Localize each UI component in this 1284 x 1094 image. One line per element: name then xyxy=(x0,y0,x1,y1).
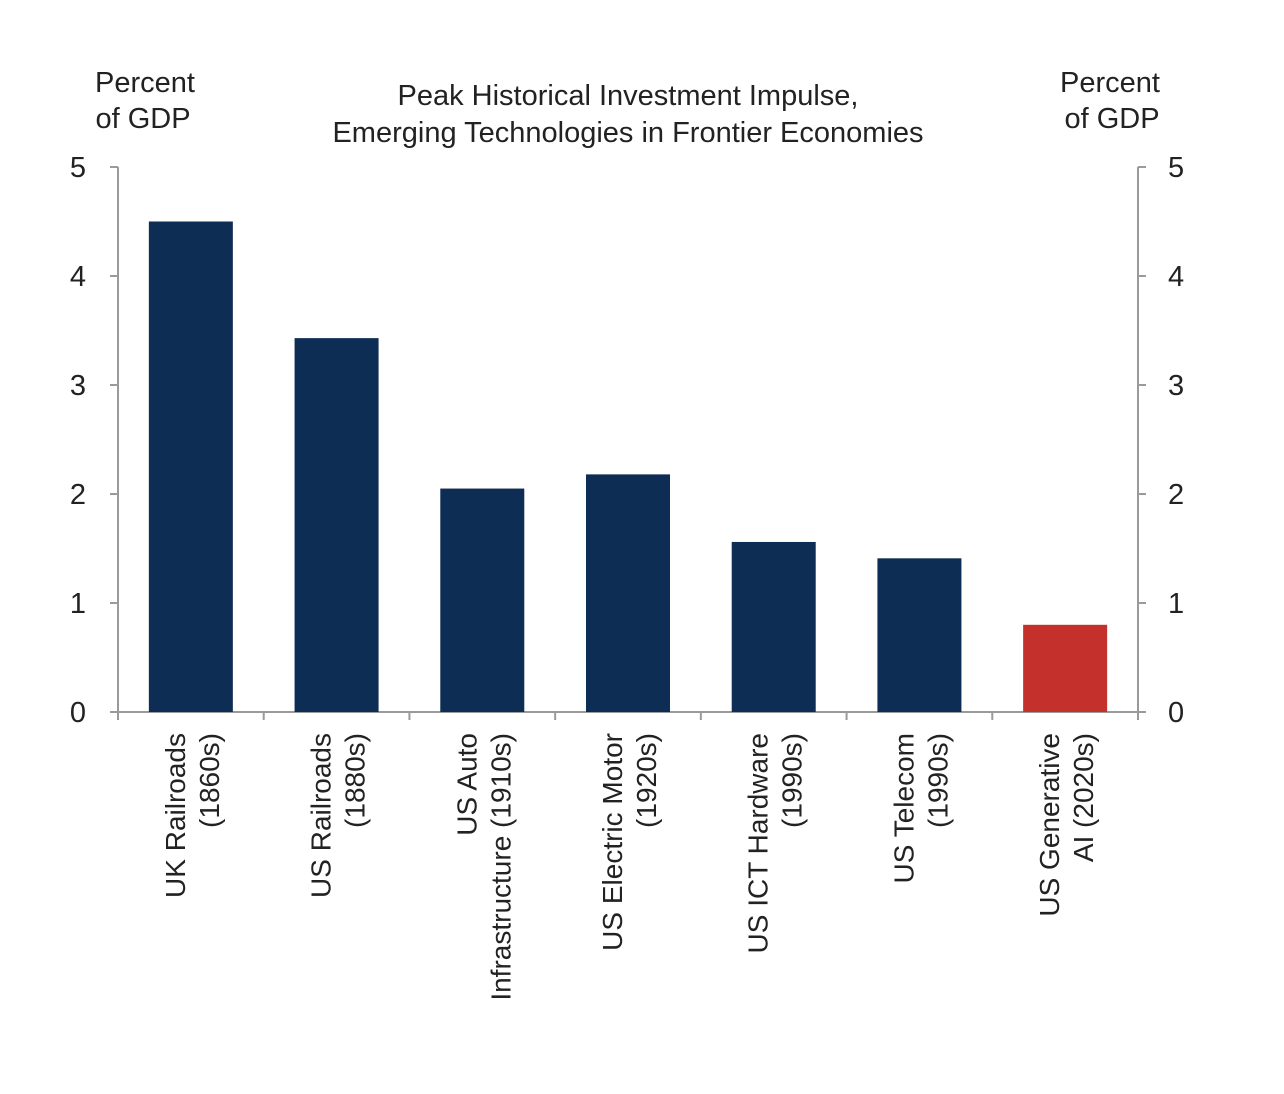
category-label-line: US ICT Hardware xyxy=(743,733,774,953)
right-axis-title: Percent of GDP xyxy=(1060,67,1160,135)
category-label-line: Infrastructure (1910s) xyxy=(485,733,516,1001)
category-label-line: US Railroads xyxy=(306,733,337,898)
category-label: US Auto Infrastructure (1910s) xyxy=(451,733,516,1001)
bar xyxy=(731,541,816,712)
right-tick-label: 2 xyxy=(1168,479,1184,511)
left-axis-title: Percent of GDP xyxy=(95,67,195,135)
category-label: US Electric Motor (1920s) xyxy=(597,733,662,951)
category-label-line: UK Railroads xyxy=(160,733,191,898)
right-tick-label: 4 xyxy=(1168,261,1184,293)
right-tick-label: 1 xyxy=(1168,588,1184,620)
bars xyxy=(148,221,1108,712)
category-label: UK Railroads (1860s) xyxy=(160,733,225,898)
right-axis-title-line-2: of GDP xyxy=(1064,103,1159,135)
category-label: US ICT Hardware (1990s) xyxy=(743,733,808,953)
right-tick-label: 0 xyxy=(1168,697,1184,729)
bar xyxy=(586,474,670,712)
bar xyxy=(440,488,525,712)
right-tick-labels: 0 1 2 3 4 5 xyxy=(1168,152,1184,729)
category-label-line: (1860s) xyxy=(194,733,225,828)
category-label-line: US Auto xyxy=(451,733,482,836)
bar xyxy=(1023,624,1108,712)
category-label-line: (1920s) xyxy=(631,733,662,828)
left-tick-label: 4 xyxy=(70,261,86,293)
left-tick-label: 5 xyxy=(70,152,86,184)
left-axis-title-line-1: Percent xyxy=(95,67,195,99)
left-tick-label: 0 xyxy=(70,697,86,729)
right-tick-label: 5 xyxy=(1168,152,1184,184)
left-axis-title-line-2: of GDP xyxy=(95,103,190,135)
right-axis-title-line-1: Percent xyxy=(1060,67,1160,99)
category-label-line: US Telecom xyxy=(888,733,919,883)
chart-title-line-2: Emerging Technologies in Frontier Econom… xyxy=(332,117,923,149)
left-tick-label: 1 xyxy=(70,588,86,620)
category-label-line: US Electric Motor xyxy=(597,733,628,951)
category-label-line: (1990s) xyxy=(777,733,808,828)
category-label: US Generative AI (2020s) xyxy=(1034,733,1099,917)
left-tick-label: 3 xyxy=(70,370,86,402)
bar xyxy=(294,338,379,712)
category-label: US Telecom (1990s) xyxy=(888,733,953,883)
left-tick-label: 2 xyxy=(70,479,86,511)
category-label-line: (1880s) xyxy=(340,733,371,828)
chart-title: Peak Historical Investment Impulse, Emer… xyxy=(332,80,923,149)
category-label-line: AI (2020s) xyxy=(1068,733,1099,862)
category-label: US Railroads (1880s) xyxy=(306,733,371,898)
bar xyxy=(148,221,233,712)
right-tick-label: 3 xyxy=(1168,370,1184,402)
category-label-line: (1990s) xyxy=(922,733,953,828)
chart-title-line-1: Peak Historical Investment Impulse, xyxy=(398,80,859,112)
category-label-line: US Generative xyxy=(1034,733,1065,917)
bar xyxy=(877,558,962,712)
category-labels: UK Railroads (1860s) US Railroads (1880s) US… xyxy=(160,733,1099,1001)
left-tick-labels: 0 1 2 3 4 5 xyxy=(70,152,86,729)
